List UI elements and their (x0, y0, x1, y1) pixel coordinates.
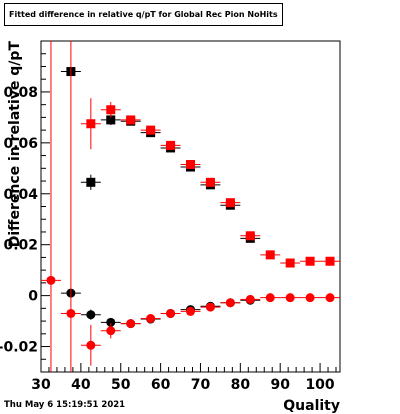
chart-title-box: Fitted difference in relative q/pT for G… (4, 3, 283, 26)
data-point-square (225, 198, 235, 208)
data-point-square (305, 256, 315, 266)
data-point-square (245, 231, 255, 241)
data-point-square (285, 258, 295, 268)
data-point-circle (245, 294, 255, 304)
data-point-circle (106, 326, 116, 336)
chart-title: Fitted difference in relative q/pT for G… (9, 10, 278, 19)
data-point-circle (205, 302, 215, 312)
data-point-square (186, 159, 195, 169)
x-tick-label: 90 (270, 377, 290, 393)
y-tick-label: 0.08 (3, 85, 38, 101)
data-point-square (146, 125, 156, 135)
x-axis-label: Quality (283, 398, 340, 414)
data-point-circle (86, 340, 96, 350)
data-point-circle (186, 306, 195, 316)
data-point-square (86, 177, 96, 187)
data-point-square (325, 256, 335, 266)
x-tick-label: 80 (231, 377, 251, 393)
plot-frame (40, 40, 341, 373)
data-point-circle (126, 319, 136, 329)
x-tick-label: 40 (71, 377, 91, 393)
data-point-circle (285, 293, 295, 303)
x-tick-label: 60 (151, 377, 171, 393)
x-tick-label: 70 (191, 377, 211, 393)
y-axis-label: Difference in relative q/pT (7, 41, 23, 248)
data-point-circle (86, 310, 96, 320)
data-point-circle (146, 314, 156, 324)
y-tick-label: -0.02 (0, 340, 38, 356)
y-tick-label: 0.06 (3, 136, 38, 152)
data-point-circle (166, 308, 176, 318)
timestamp: Thu May 6 15:19:51 2021 (4, 400, 126, 410)
data-point-square (265, 250, 275, 260)
x-tick-label: 30 (31, 377, 51, 393)
data-point-square (166, 140, 176, 150)
x-tick-label: 50 (111, 377, 131, 393)
data-point-circle (225, 298, 235, 308)
data-point-circle (66, 308, 76, 318)
data-point-square (106, 115, 116, 125)
data-point-square (106, 105, 116, 115)
data-point-circle (106, 317, 116, 327)
x-tick-label: 100 (305, 377, 334, 393)
y-tick-label: 0.04 (3, 187, 38, 203)
data-point-square (126, 115, 136, 125)
data-point-circle (265, 293, 275, 303)
data-point-circle (46, 275, 56, 285)
y-tick-label: 0.02 (3, 238, 38, 254)
data-point-square (86, 119, 96, 129)
y-tick-label: 0 (28, 289, 38, 305)
data-point-square (205, 177, 215, 187)
data-point-circle (325, 293, 335, 303)
data-point-circle (305, 293, 315, 303)
